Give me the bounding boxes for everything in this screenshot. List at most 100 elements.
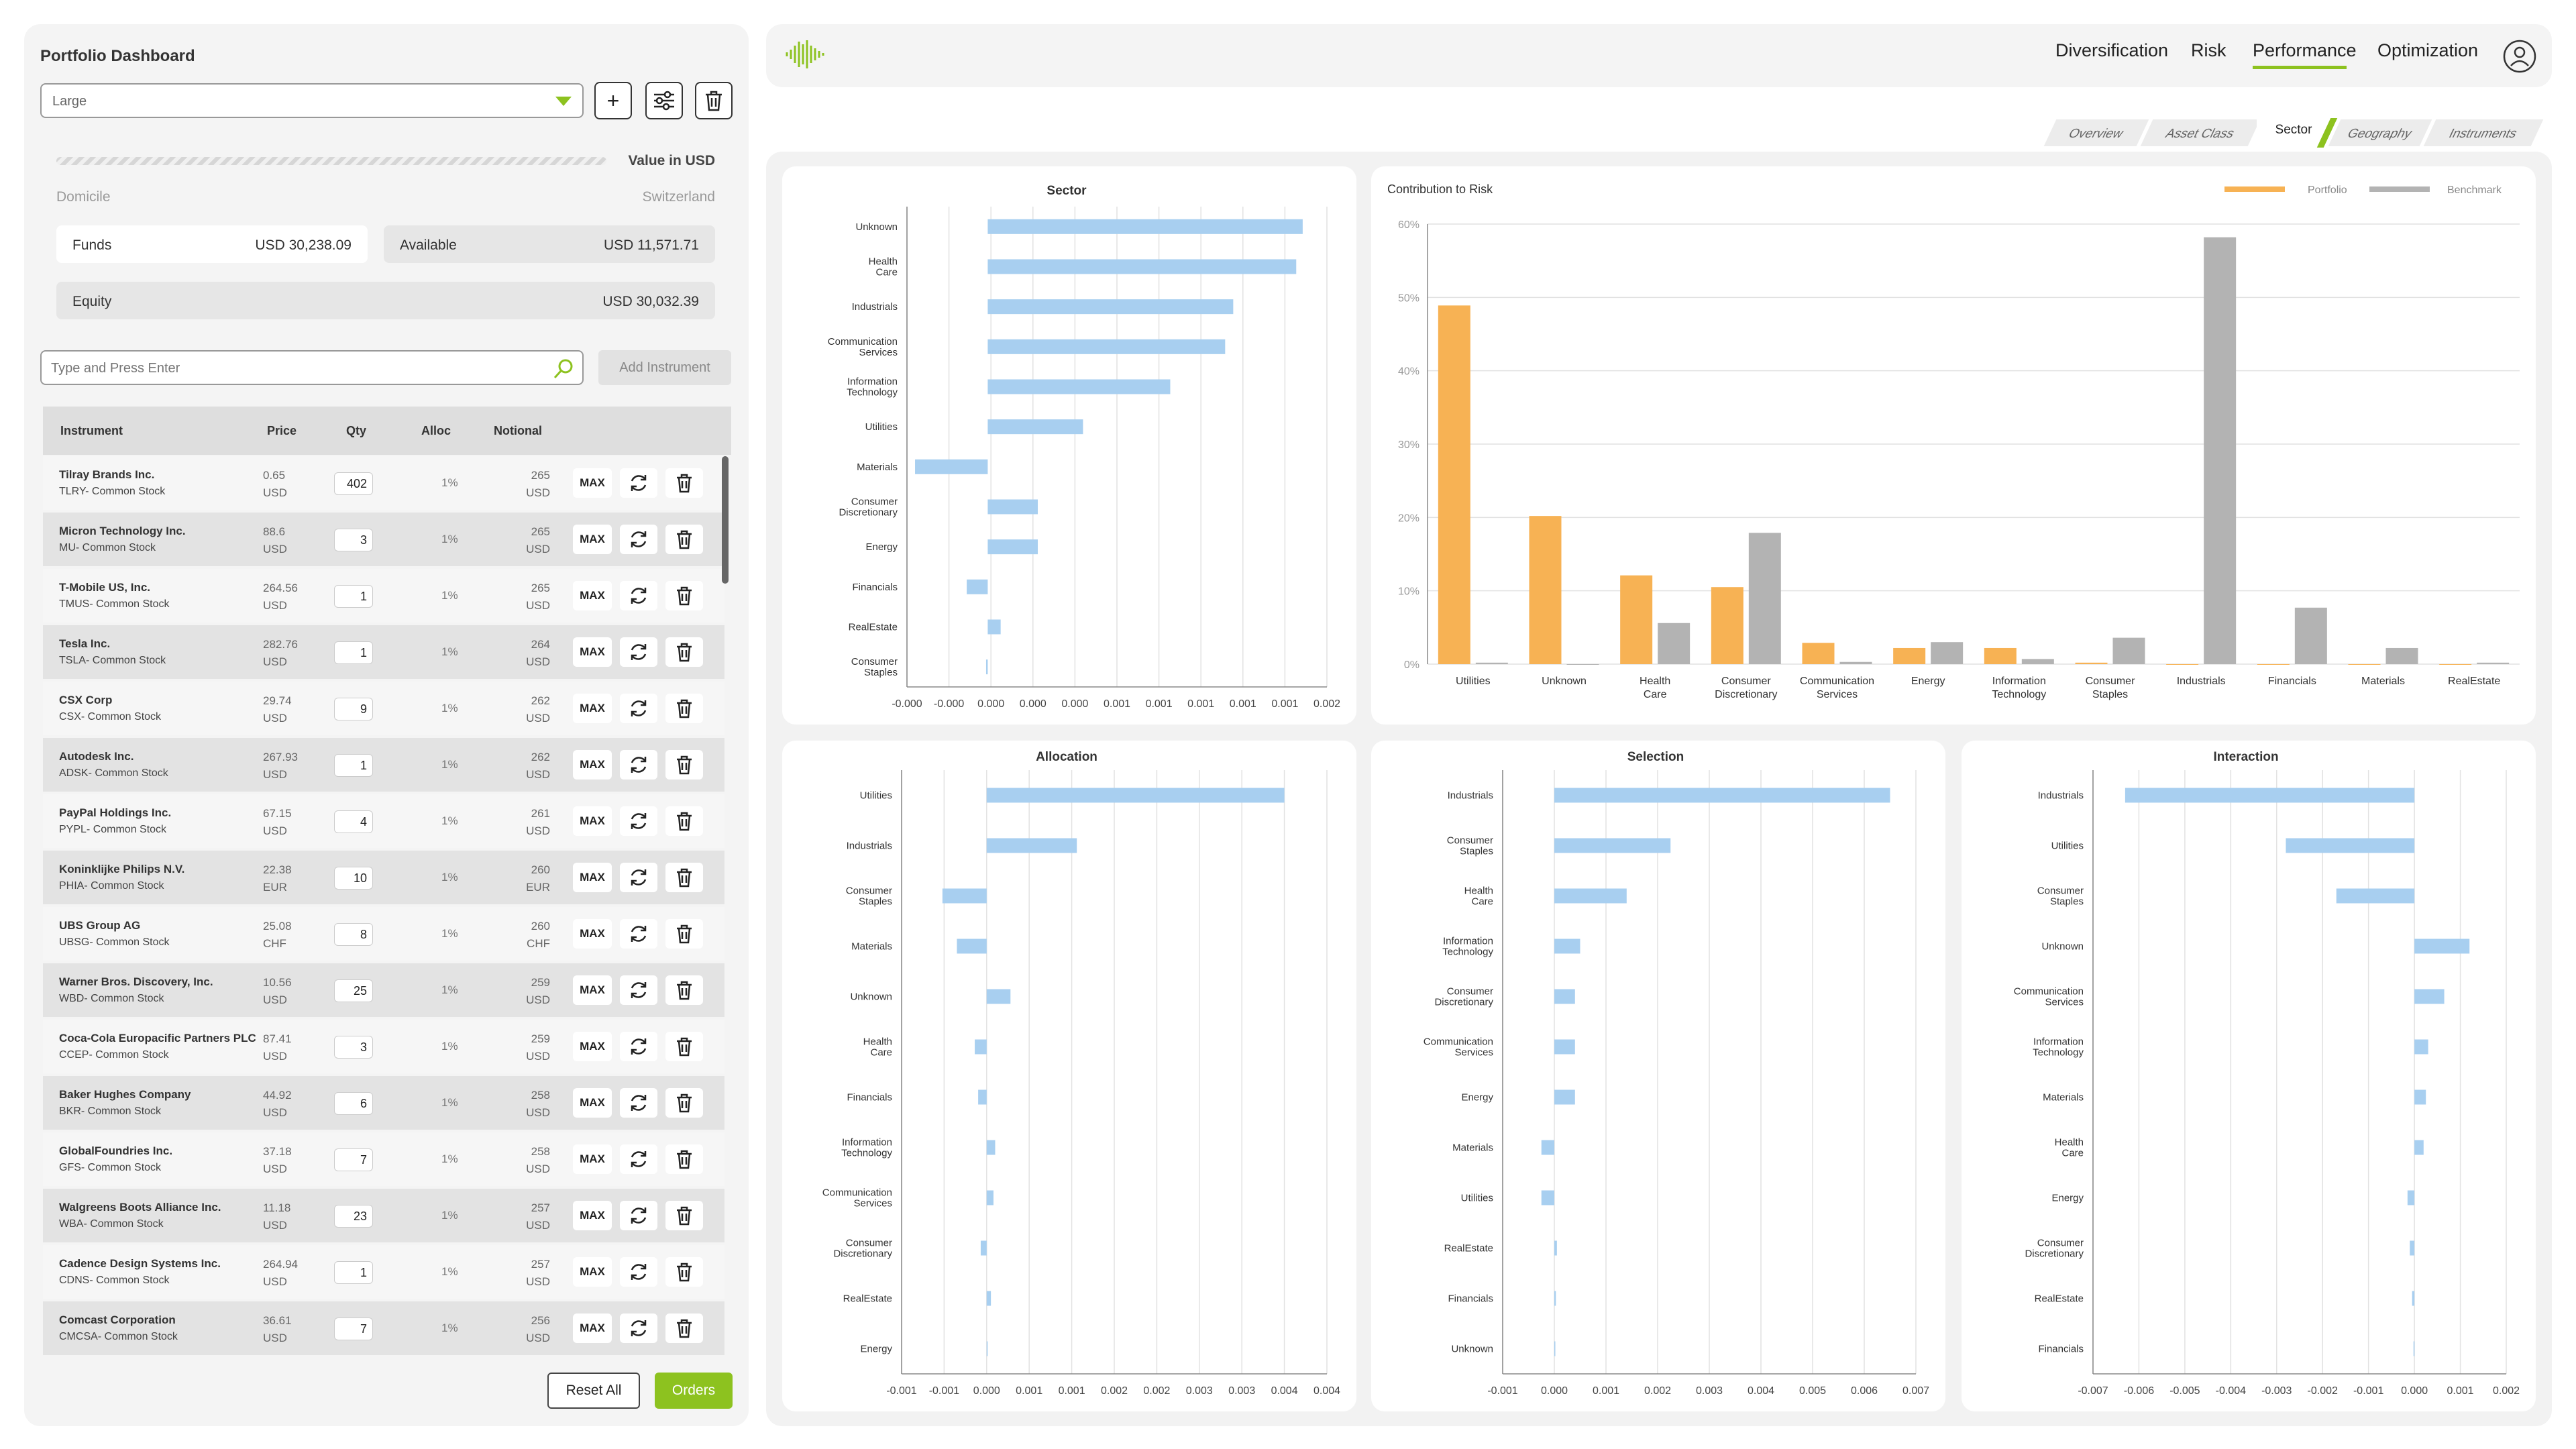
- refresh-button[interactable]: [620, 1144, 657, 1174]
- max-button[interactable]: MAX: [573, 806, 612, 836]
- qty-input[interactable]: 402: [334, 472, 373, 495]
- orders-button[interactable]: Orders: [655, 1373, 733, 1409]
- refresh-button[interactable]: [620, 694, 657, 723]
- qty-input[interactable]: 7: [334, 1318, 373, 1340]
- settings-button[interactable]: [645, 82, 683, 119]
- table-row[interactable]: UBS Group AG UBSG- Common Stock 25.08 CHF 8 1…: [43, 907, 724, 961]
- scrollbar-thumb[interactable]: [722, 456, 729, 584]
- search-input[interactable]: [51, 358, 521, 378]
- reset-all-button[interactable]: Reset All: [547, 1373, 640, 1409]
- max-button[interactable]: MAX: [573, 1313, 612, 1343]
- table-row[interactable]: Tesla Inc. TSLA- Common Stock 282.76 USD 1 1%…: [43, 625, 724, 679]
- qty-input[interactable]: 1: [334, 1261, 373, 1284]
- table-row[interactable]: Micron Technology Inc. MU- Common Stock 88…: [43, 513, 724, 566]
- qty-input[interactable]: 25: [334, 979, 373, 1002]
- delete-row-button[interactable]: [665, 1257, 703, 1287]
- table-row[interactable]: GlobalFoundries Inc. GFS- Common Stock 37.…: [43, 1132, 724, 1186]
- tab-risk[interactable]: Risk: [2191, 40, 2226, 60]
- max-button[interactable]: MAX: [573, 1201, 612, 1230]
- delete-row-button[interactable]: [665, 1032, 703, 1061]
- tab-optimization[interactable]: Optimization: [2377, 40, 2479, 60]
- subtab-asset-class[interactable]: Asset Class: [2140, 119, 2261, 146]
- qty-input[interactable]: 3: [334, 529, 373, 551]
- table-row[interactable]: Cadence Design Systems Inc. CDNS- Common …: [43, 1245, 724, 1299]
- qty-input[interactable]: 23: [334, 1205, 373, 1228]
- refresh-button[interactable]: [620, 1032, 657, 1061]
- table-row[interactable]: Warner Bros. Discovery, Inc. WBD- Common …: [43, 963, 724, 1017]
- delete-row-button[interactable]: [665, 637, 703, 667]
- add-portfolio-button[interactable]: +: [594, 82, 632, 119]
- table-row[interactable]: Koninklijke Philips N.V. PHIA- Common Sto…: [43, 851, 724, 904]
- table-row[interactable]: PayPal Holdings Inc. PYPL- Common Stock 67…: [43, 794, 724, 848]
- user-avatar-icon[interactable]: [2502, 39, 2537, 74]
- subtab-geography[interactable]: Geography: [2328, 119, 2432, 146]
- delete-row-button[interactable]: [665, 975, 703, 1005]
- table-row[interactable]: T-Mobile US, Inc. TMUS- Common Stock 264.5…: [43, 569, 724, 623]
- refresh-button[interactable]: [620, 1201, 657, 1230]
- delete-row-button[interactable]: [665, 581, 703, 610]
- delete-row-button[interactable]: [665, 1088, 703, 1118]
- delete-row-button[interactable]: [665, 694, 703, 723]
- max-button[interactable]: MAX: [573, 1144, 612, 1174]
- refresh-button[interactable]: [620, 975, 657, 1005]
- refresh-button[interactable]: [620, 750, 657, 780]
- refresh-button[interactable]: [620, 581, 657, 610]
- qty-input[interactable]: 6: [334, 1092, 373, 1115]
- refresh-button[interactable]: [620, 468, 657, 498]
- qty-input[interactable]: 7: [334, 1148, 373, 1171]
- qty-input[interactable]: 4: [334, 810, 373, 833]
- table-row[interactable]: Walgreens Boots Alliance Inc. WBA- Common…: [43, 1189, 724, 1242]
- refresh-button[interactable]: [620, 637, 657, 667]
- max-button[interactable]: MAX: [573, 1088, 612, 1118]
- table-row[interactable]: Tilray Brands Inc. TLRY- Common Stock 0.65…: [43, 456, 724, 510]
- refresh-button[interactable]: [620, 525, 657, 554]
- delete-row-button[interactable]: [665, 1201, 703, 1230]
- delete-row-button[interactable]: [665, 806, 703, 836]
- qty-input[interactable]: 3: [334, 1036, 373, 1059]
- qty-input[interactable]: 1: [334, 754, 373, 777]
- table-row[interactable]: CSX Corp CSX- Common Stock 29.74 USD 9 1% 262 U…: [43, 682, 724, 735]
- qty-input[interactable]: 1: [334, 585, 373, 608]
- qty-input[interactable]: 9: [334, 698, 373, 720]
- refresh-button[interactable]: [620, 1257, 657, 1287]
- delete-portfolio-button[interactable]: [695, 82, 733, 119]
- max-button[interactable]: MAX: [573, 919, 612, 949]
- qty-input[interactable]: 1: [334, 641, 373, 664]
- delete-row-button[interactable]: [665, 525, 703, 554]
- qty-input[interactable]: 10: [334, 867, 373, 890]
- delete-row-button[interactable]: [665, 468, 703, 498]
- delete-row-button[interactable]: [665, 863, 703, 892]
- max-button[interactable]: MAX: [573, 694, 612, 723]
- max-button[interactable]: MAX: [573, 581, 612, 610]
- portfolio-select[interactable]: Large: [40, 83, 584, 118]
- max-button[interactable]: MAX: [573, 975, 612, 1005]
- max-button[interactable]: MAX: [573, 750, 612, 780]
- refresh-button[interactable]: [620, 1088, 657, 1118]
- tab-performance[interactable]: Performance: [2253, 40, 2357, 60]
- max-button[interactable]: MAX: [573, 1257, 612, 1287]
- table-row[interactable]: Coca-Cola Europacific Partners PLC CCEP- …: [43, 1020, 724, 1073]
- table-row[interactable]: Autodesk Inc. ADSK- Common Stock 267.93 USD…: [43, 738, 724, 792]
- tab-diversification[interactable]: Diversification: [2055, 40, 2169, 60]
- subtab-overview[interactable]: Overview: [2043, 119, 2149, 146]
- delete-row-button[interactable]: [665, 919, 703, 949]
- delete-row-button[interactable]: [665, 1313, 703, 1343]
- instrument-search[interactable]: [40, 350, 584, 385]
- subtab-instruments[interactable]: Instruments: [2423, 119, 2544, 146]
- search-icon[interactable]: [553, 358, 574, 380]
- delete-row-button[interactable]: [665, 1144, 703, 1174]
- delete-row-button[interactable]: [665, 750, 703, 780]
- qty-input[interactable]: 8: [334, 923, 373, 946]
- table-row[interactable]: Comcast Corporation CMCSA- Common Stock 36…: [43, 1301, 724, 1355]
- refresh-button[interactable]: [620, 863, 657, 892]
- table-row[interactable]: Baker Hughes Company BKR- Common Stock 44.…: [43, 1076, 724, 1130]
- refresh-button[interactable]: [620, 1313, 657, 1343]
- refresh-button[interactable]: [620, 919, 657, 949]
- max-button[interactable]: MAX: [573, 637, 612, 667]
- refresh-button[interactable]: [620, 806, 657, 836]
- max-button[interactable]: MAX: [573, 525, 612, 554]
- max-button[interactable]: MAX: [573, 863, 612, 892]
- subtab-sector[interactable]: Sector: [2257, 115, 2330, 142]
- max-button[interactable]: MAX: [573, 468, 612, 498]
- max-button[interactable]: MAX: [573, 1032, 612, 1061]
